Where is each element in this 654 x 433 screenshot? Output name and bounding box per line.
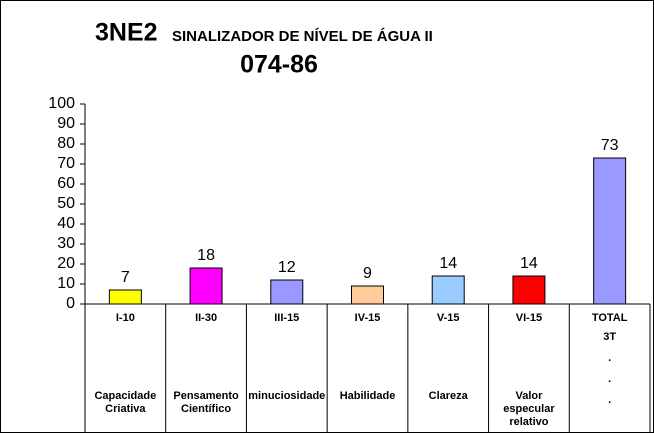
category-description: Criativa	[105, 403, 146, 415]
data-label: 18	[197, 247, 215, 264]
x-tick-label: I-10	[116, 312, 135, 324]
bar	[270, 279, 304, 305]
y-tick-label: 100	[48, 95, 75, 112]
x-tick-label: VI-15	[516, 312, 542, 324]
category-description: minuciosidade	[248, 390, 325, 402]
data-label: 12	[278, 259, 296, 276]
y-tick-label: 40	[57, 215, 75, 232]
bar	[431, 275, 465, 305]
chart-code: 074-86	[240, 51, 318, 79]
category-description: Clareza	[429, 390, 469, 402]
total-note: 3T	[603, 331, 616, 343]
chart-title: 3NE2	[95, 19, 158, 47]
total-note: .	[608, 373, 611, 385]
x-tick-label: TOTAL	[592, 312, 628, 324]
category-description: Capacidade	[94, 390, 156, 402]
bar	[189, 267, 223, 305]
x-tick-label: II-30	[195, 312, 217, 324]
y-tick-label: 70	[57, 155, 75, 172]
bar	[108, 289, 142, 305]
x-tick-label: III-15	[274, 312, 299, 324]
bar	[593, 157, 627, 305]
y-tick-label: 0	[66, 295, 75, 312]
chart-subtitle: SINALIZADOR DE NÍVEL DE ÁGUA II	[172, 28, 433, 45]
bar	[351, 285, 384, 305]
category-description: Científico	[181, 403, 231, 415]
y-tick-label: 50	[57, 195, 75, 212]
data-label: 14	[439, 255, 457, 272]
y-tick-label: 60	[57, 175, 75, 192]
category-description: relativo	[509, 416, 548, 428]
x-tick-label: V-15	[437, 312, 460, 324]
total-note: .	[608, 394, 611, 406]
total-note: .	[608, 352, 611, 364]
x-tick-label: IV-15	[355, 312, 381, 324]
data-label: 73	[601, 137, 619, 154]
y-tick-label: 80	[57, 135, 75, 152]
y-tick-label: 20	[57, 255, 75, 272]
category-description: Pensamento	[173, 390, 239, 402]
data-label: 9	[363, 265, 372, 282]
data-label: 7	[121, 269, 130, 286]
category-description: Habilidade	[340, 390, 396, 402]
y-tick-label: 30	[57, 235, 75, 252]
category-description: Valor	[515, 390, 543, 402]
y-tick-label: 90	[57, 115, 75, 132]
data-label: 14	[520, 255, 538, 272]
y-tick-label: 10	[57, 275, 75, 292]
bar	[512, 275, 546, 305]
category-description: especular	[503, 403, 555, 415]
